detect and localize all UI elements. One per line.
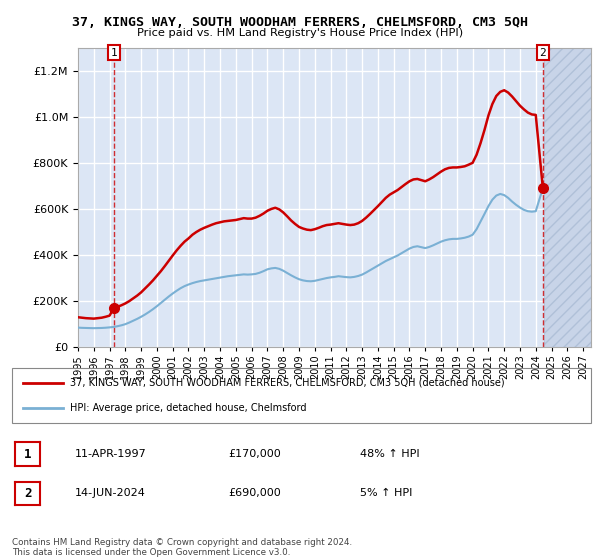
Text: £690,000: £690,000 <box>228 488 281 498</box>
Text: 11-APR-1997: 11-APR-1997 <box>75 449 147 459</box>
Text: 1: 1 <box>110 48 117 58</box>
Text: Price paid vs. HM Land Registry's House Price Index (HPI): Price paid vs. HM Land Registry's House … <box>137 28 463 38</box>
Text: 37, KINGS WAY, SOUTH WOODHAM FERRERS, CHELMSFORD, CM3 5QH: 37, KINGS WAY, SOUTH WOODHAM FERRERS, CH… <box>72 16 528 29</box>
Text: 14-JUN-2024: 14-JUN-2024 <box>75 488 146 498</box>
Bar <box>544 48 591 347</box>
Text: 37, KINGS WAY, SOUTH WOODHAM FERRERS, CHELMSFORD, CM3 5QH (detached house): 37, KINGS WAY, SOUTH WOODHAM FERRERS, CH… <box>70 378 505 388</box>
Text: 48% ↑ HPI: 48% ↑ HPI <box>360 449 419 459</box>
Text: HPI: Average price, detached house, Chelmsford: HPI: Average price, detached house, Chel… <box>70 403 307 413</box>
Text: 1: 1 <box>24 447 31 461</box>
Text: 2: 2 <box>539 48 546 58</box>
Text: 2: 2 <box>24 487 31 500</box>
Text: Contains HM Land Registry data © Crown copyright and database right 2024.
This d: Contains HM Land Registry data © Crown c… <box>12 538 352 557</box>
Text: £170,000: £170,000 <box>228 449 281 459</box>
Text: 5% ↑ HPI: 5% ↑ HPI <box>360 488 412 498</box>
